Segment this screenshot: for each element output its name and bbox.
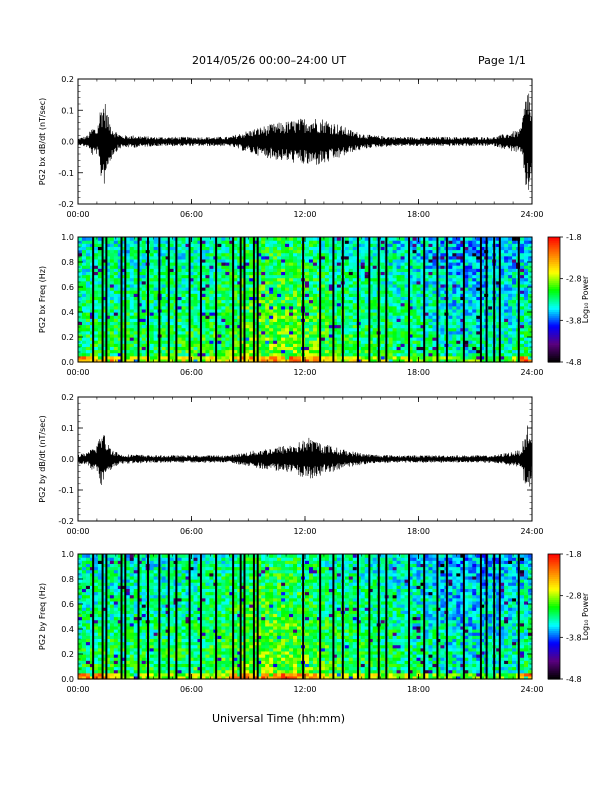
colorbar-tick-label: -4.8 xyxy=(566,675,582,684)
x-tick-label: 00:00 xyxy=(66,527,89,536)
y-tick-label: 0.4 xyxy=(61,625,74,634)
y-tick-label: 0.6 xyxy=(61,283,74,292)
colorbar-tick-label: -3.8 xyxy=(566,316,582,325)
y-tick-label: 0.1 xyxy=(61,424,74,433)
x-tick-label: 24:00 xyxy=(520,210,543,219)
x-tick-label: 06:00 xyxy=(180,210,203,219)
colorbar-tick-label: -2.8 xyxy=(566,275,582,284)
x-tick-label: 24:00 xyxy=(520,527,543,536)
y-tick-label: -0.1 xyxy=(58,486,74,495)
y-tick-label: 0.0 xyxy=(61,358,74,367)
panel-3: 00:00 06:00 12:00 18:00 24:00 -0.2 -0.1 0.0 0.1 0… xyxy=(38,393,544,536)
signal-trace xyxy=(77,93,533,190)
y-tick-label: 1.0 xyxy=(61,233,74,242)
colorbar-label: Log₁₀ Power xyxy=(581,275,590,323)
x-tick-label: 12:00 xyxy=(293,685,316,694)
x-tick-label: 18:00 xyxy=(407,210,430,219)
x-tick-label: 12:00 xyxy=(293,210,316,219)
y-tick-label: 0.1 xyxy=(61,106,74,115)
x-tick-label: 24:00 xyxy=(520,685,543,694)
x-tick-label: 24:00 xyxy=(520,368,543,377)
y-tick-label: -0.2 xyxy=(58,517,74,526)
panel-4: -1.8 -2.8 -3.8 -4.8 Log₁₀ Power 00:00 06:00 12:… xyxy=(38,550,590,694)
page-number: Page 1/1 xyxy=(478,54,526,67)
y-axis-title: PG2 by Freq (Hz) xyxy=(38,583,47,650)
y-tick-label: 0.0 xyxy=(61,675,74,684)
panel-1: 00:00 06:00 12:00 18:00 24:00 -0.2 -0.1 0.0 0.1 0… xyxy=(38,75,544,219)
y-tick-label: 0.8 xyxy=(61,258,74,267)
y-axis-title: PG2 by dB/dt (nT/sec) xyxy=(38,415,47,502)
x-tick-label: 00:00 xyxy=(66,685,89,694)
colorbar-tick-label: -4.8 xyxy=(566,358,582,367)
colorbar-tick-label: -3.8 xyxy=(566,633,582,642)
x-tick-label: 06:00 xyxy=(180,368,203,377)
panel-2: -1.8 -2.8 -3.8 -4.8 Log₁₀ Power 00:00 06:00 12:… xyxy=(38,233,590,377)
colorbar: -1.8 -2.8 -3.8 -4.8 Log₁₀ Power xyxy=(547,233,590,367)
x-tick-label: 18:00 xyxy=(407,527,430,536)
colorbar-tick-label: -1.8 xyxy=(566,233,582,242)
y-tick-label: 0.0 xyxy=(61,138,74,147)
y-tick-label: -0.1 xyxy=(58,169,74,178)
colorbar-label: Log₁₀ Power xyxy=(581,592,590,640)
y-tick-label: 0.0 xyxy=(61,455,74,464)
y-tick-label: 0.8 xyxy=(61,575,74,584)
x-tick-label: 00:00 xyxy=(66,368,89,377)
page-title: 2014/05/26 00:00–24:00 UT xyxy=(192,54,347,67)
x-tick-label: 00:00 xyxy=(66,210,89,219)
y-tick-label: 0.6 xyxy=(61,600,74,609)
y-tick-label: 0.2 xyxy=(61,75,74,84)
colorbar-frame xyxy=(547,553,561,680)
x-tick-label: 18:00 xyxy=(407,368,430,377)
x-tick-label: 18:00 xyxy=(407,685,430,694)
y-axis-title: PG2 bx Freq (Hz) xyxy=(38,266,47,333)
colorbar: -1.8 -2.8 -3.8 -4.8 Log₁₀ Power xyxy=(547,550,590,684)
colorbar-tick-label: -2.8 xyxy=(566,592,582,601)
y-tick-label: 0.2 xyxy=(61,650,74,659)
y-tick-label: -0.2 xyxy=(58,200,74,209)
y-tick-label: 0.2 xyxy=(61,393,74,402)
colorbar-tick-label: -1.8 xyxy=(566,550,582,559)
x-tick-label: 12:00 xyxy=(293,368,316,377)
x-tick-label: 12:00 xyxy=(293,527,316,536)
y-tick-label: 1.0 xyxy=(61,550,74,559)
colorbar-frame xyxy=(547,236,561,363)
y-tick-label: 0.4 xyxy=(61,308,74,317)
x-tick-label: 06:00 xyxy=(180,685,203,694)
y-tick-label: 0.2 xyxy=(61,333,74,342)
x-axis-title: Universal Time (hh:mm) xyxy=(212,712,345,725)
x-tick-label: 06:00 xyxy=(180,527,203,536)
y-axis-title: PG2 bx dB/dt (nT/sec) xyxy=(38,98,47,185)
signal-trace xyxy=(77,425,533,487)
